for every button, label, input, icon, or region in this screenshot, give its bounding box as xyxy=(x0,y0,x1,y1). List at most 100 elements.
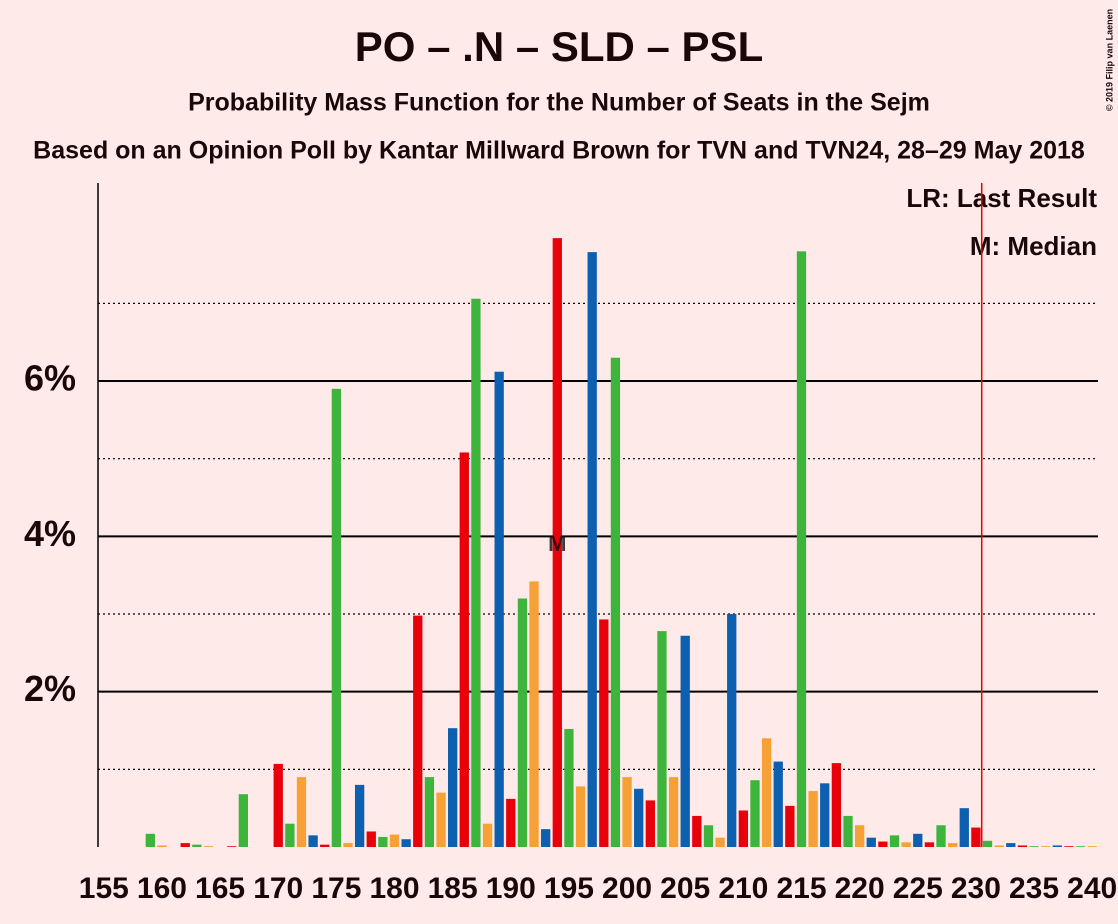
bar xyxy=(296,777,307,847)
bar xyxy=(913,833,923,847)
x-tick-label: 215 xyxy=(776,872,826,905)
bar xyxy=(459,452,469,847)
bar xyxy=(854,825,865,847)
x-tick-label: 230 xyxy=(951,872,1001,905)
y-tick-label: 4% xyxy=(24,513,76,554)
bar xyxy=(948,843,958,847)
bar xyxy=(378,836,388,847)
x-tick-label: 165 xyxy=(195,872,245,905)
bar xyxy=(796,251,807,847)
bar xyxy=(1017,845,1028,847)
x-tick-label: 160 xyxy=(137,872,187,905)
x-tick-label: 220 xyxy=(835,872,885,905)
bar xyxy=(773,761,783,847)
bar xyxy=(994,845,1004,847)
bar xyxy=(889,835,900,847)
legend-entry: M: Median xyxy=(970,231,1097,261)
x-tick-label: 175 xyxy=(311,872,361,905)
bar xyxy=(657,631,667,847)
y-tick-label: 6% xyxy=(24,358,76,399)
bar xyxy=(308,835,318,847)
bar xyxy=(901,842,911,847)
bar xyxy=(924,842,935,847)
bar xyxy=(482,823,493,847)
bar xyxy=(1006,843,1016,847)
bar xyxy=(761,738,772,847)
bar xyxy=(320,844,330,847)
bar xyxy=(1064,846,1074,847)
bar xyxy=(157,845,167,847)
x-tick-label: 195 xyxy=(544,872,594,905)
bar xyxy=(634,788,644,847)
x-tick-label: 155 xyxy=(79,872,129,905)
bar xyxy=(401,839,411,847)
x-tick-label: 200 xyxy=(602,872,652,905)
bar xyxy=(273,763,283,847)
bar xyxy=(227,846,237,847)
bar xyxy=(703,825,714,847)
bar xyxy=(331,388,342,847)
bar xyxy=(517,598,528,847)
x-tick-label: 235 xyxy=(1009,872,1059,905)
bar xyxy=(180,843,190,847)
x-tick-label: 210 xyxy=(718,872,768,905)
median-marker: M xyxy=(548,531,566,556)
bar xyxy=(366,831,376,847)
bar xyxy=(471,298,481,848)
bar xyxy=(936,825,946,847)
y-tick-label: 2% xyxy=(24,668,76,709)
bar xyxy=(343,843,353,847)
bar xyxy=(448,728,458,847)
chart-title: PO – .N – SLD – PSL xyxy=(355,23,763,70)
bar xyxy=(389,834,400,847)
bar xyxy=(843,815,853,847)
bar xyxy=(622,777,632,847)
bar xyxy=(971,827,981,847)
x-tick-label: 185 xyxy=(428,872,478,905)
bar xyxy=(982,840,993,847)
bar xyxy=(680,635,690,847)
bar xyxy=(285,823,295,847)
bar xyxy=(750,780,760,847)
bar xyxy=(203,846,214,847)
bar xyxy=(692,815,702,847)
bar xyxy=(1041,846,1051,847)
x-tick-label: 190 xyxy=(486,872,536,905)
bar xyxy=(354,784,365,847)
bar xyxy=(1075,846,1086,847)
bar xyxy=(738,810,748,847)
bar xyxy=(785,805,795,847)
bar xyxy=(494,371,504,847)
bar xyxy=(878,841,888,847)
copyright: © 2019 Filip van Laenen xyxy=(1104,9,1114,111)
bar xyxy=(587,252,597,847)
bar xyxy=(1029,846,1039,847)
bar xyxy=(668,777,679,847)
x-tick-label: 240 xyxy=(1067,872,1117,905)
bar xyxy=(575,786,586,847)
bar xyxy=(145,833,155,847)
legend-entry: LR: Last Result xyxy=(906,183,1097,213)
bar xyxy=(727,614,737,847)
bar xyxy=(808,791,818,847)
bar xyxy=(715,837,725,847)
bar xyxy=(1087,846,1097,847)
bar xyxy=(413,615,423,847)
bar xyxy=(541,829,551,847)
bar xyxy=(1052,845,1062,847)
bar xyxy=(610,357,621,847)
bar xyxy=(192,844,202,847)
chart-caption: Based on an Opinion Poll by Kantar Millw… xyxy=(33,137,1085,165)
x-tick-label: 170 xyxy=(253,872,303,905)
bar xyxy=(552,238,562,848)
bar xyxy=(424,777,435,847)
bar xyxy=(645,800,655,847)
x-tick-label: 225 xyxy=(893,872,943,905)
chart-subtitle: Probability Mass Function for the Number… xyxy=(188,89,930,117)
x-tick-label: 180 xyxy=(369,872,419,905)
x-tick-label: 205 xyxy=(660,872,710,905)
bar xyxy=(436,792,446,847)
bar xyxy=(564,728,574,847)
bar xyxy=(506,798,516,847)
